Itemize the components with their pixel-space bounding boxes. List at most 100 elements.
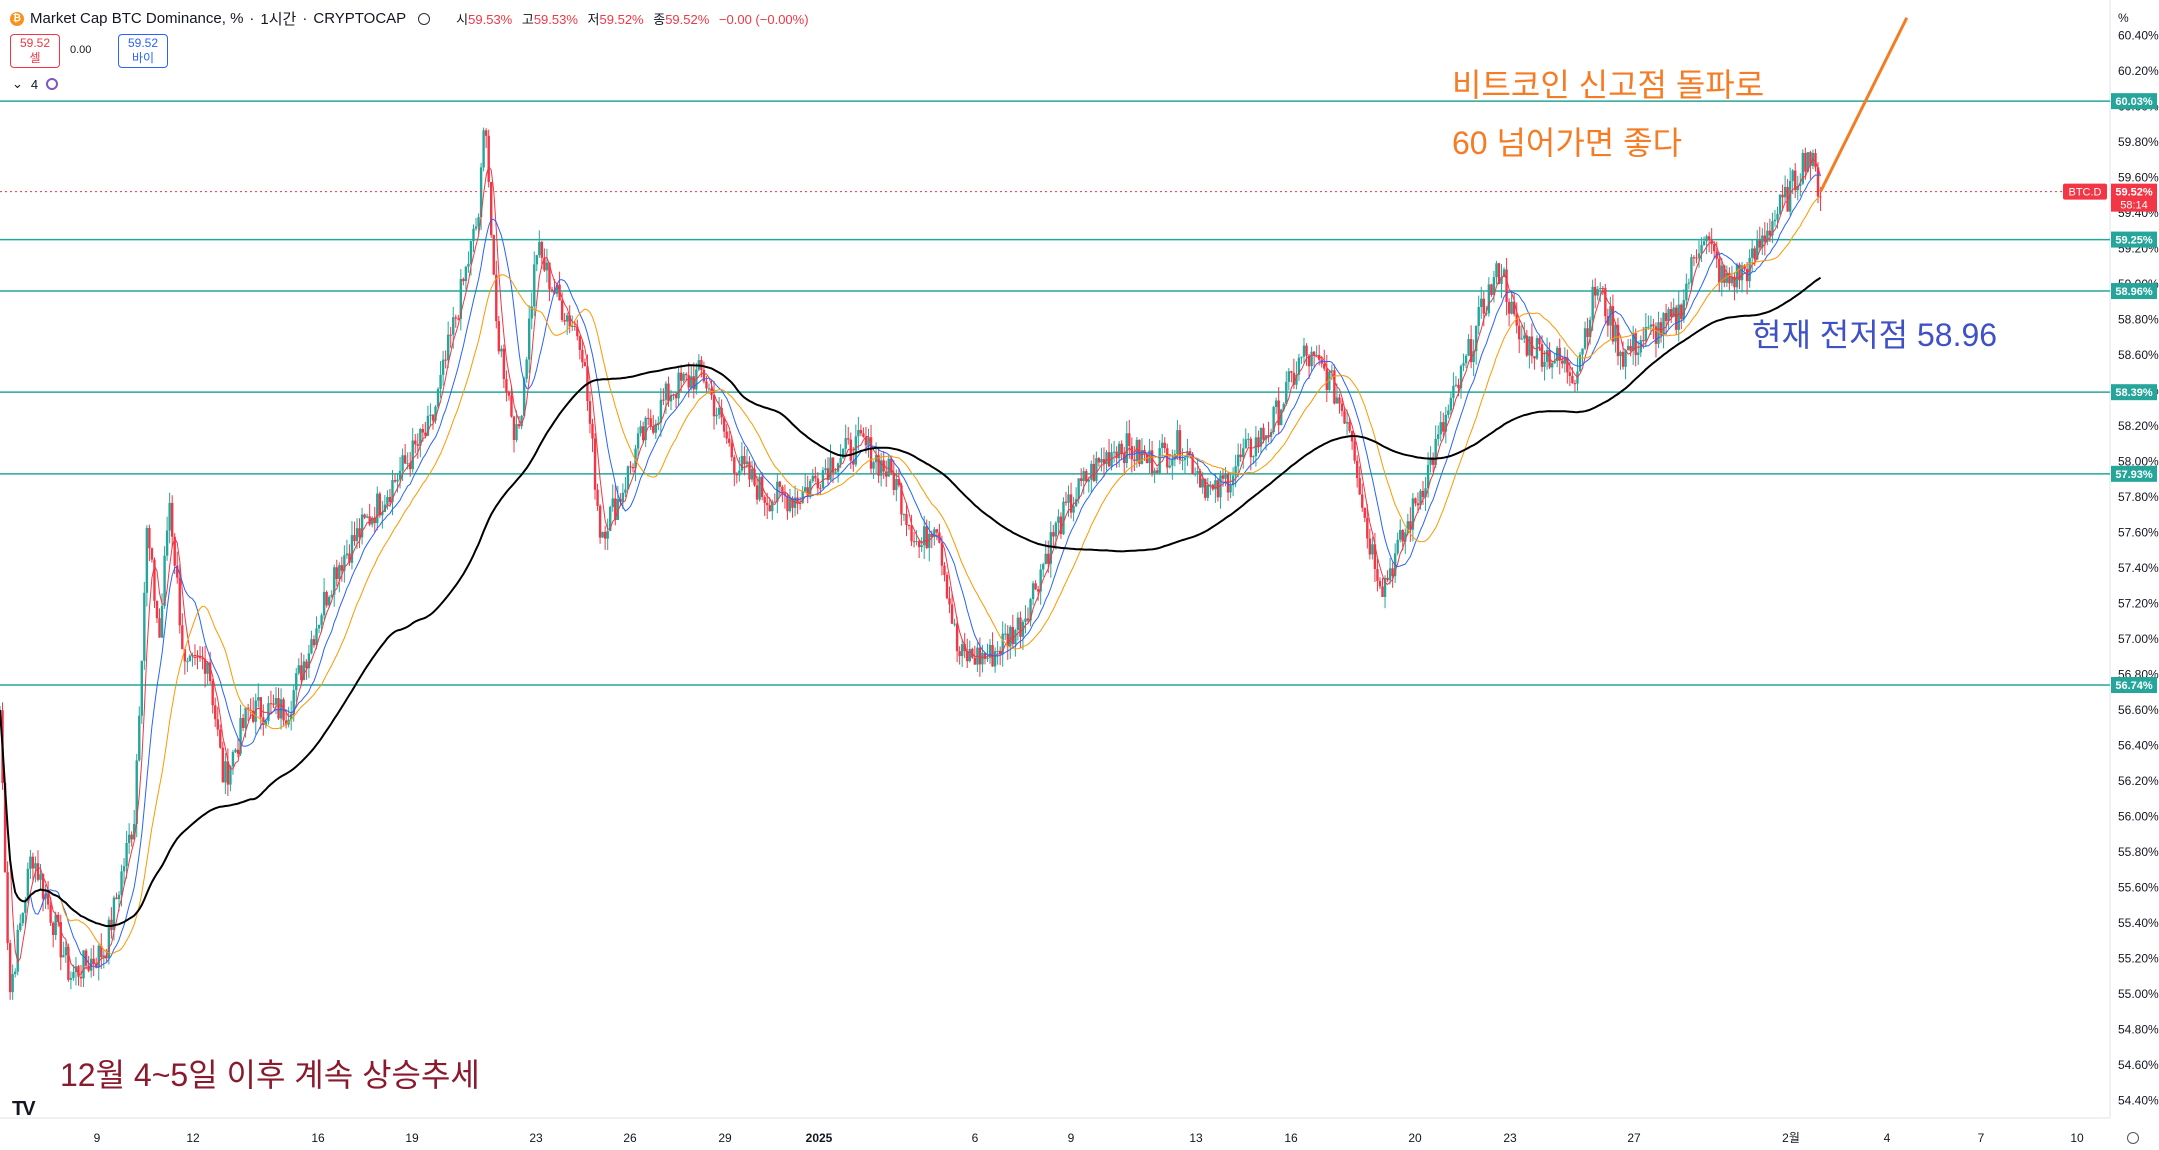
- candle-body: [1287, 371, 1291, 382]
- candle-body: [1419, 490, 1422, 506]
- candle-body: [1371, 544, 1374, 555]
- candle-body: [634, 448, 637, 469]
- candle-body: [540, 241, 544, 258]
- candle-body: [953, 623, 956, 625]
- y-tick-label: 58.80%: [2118, 312, 2159, 326]
- symbol-title[interactable]: Market Cap BTC Dominance, %: [30, 10, 244, 27]
- candle-body: [1366, 517, 1369, 539]
- exchange-label: CRYPTOCAP: [313, 10, 407, 27]
- candle-body: [1216, 480, 1220, 498]
- sell-button[interactable]: 59.52 셀: [10, 34, 60, 68]
- candle-body: [1011, 626, 1015, 645]
- candle-body: [1482, 298, 1485, 314]
- candle-body: [97, 945, 100, 968]
- candle-body: [29, 856, 32, 869]
- interval-label[interactable]: 1시간: [260, 11, 297, 28]
- candle-body: [922, 526, 926, 546]
- candle-body: [1019, 617, 1022, 637]
- x-tick-label: 6: [972, 1131, 979, 1145]
- candle-body: [859, 430, 863, 434]
- candle-body: [300, 665, 303, 681]
- candle-body: [444, 359, 447, 361]
- candle-body: [155, 600, 159, 619]
- candle-body: [1072, 506, 1075, 513]
- candle-body: [1193, 473, 1197, 475]
- candle-body: [882, 460, 885, 472]
- candle-body: [327, 596, 331, 606]
- unit-label: %: [2118, 11, 2129, 25]
- y-tick-label: 56.60%: [2118, 703, 2159, 717]
- indicators-toggle[interactable]: ⌄ 4: [12, 76, 59, 92]
- candle-body: [1624, 349, 1627, 367]
- candle-body: [910, 525, 913, 542]
- candle-body: [484, 130, 488, 136]
- candle-body: [472, 228, 475, 242]
- candle-body: [1606, 316, 1610, 326]
- eye-icon[interactable]: [418, 12, 431, 25]
- candle-body: [560, 300, 564, 320]
- candle-body: [725, 431, 728, 439]
- candle-body: [1163, 442, 1166, 449]
- candle-body: [1014, 630, 1017, 645]
- settings-icon[interactable]: [2127, 1132, 2139, 1144]
- candle-body: [1588, 319, 1592, 337]
- candle-body: [515, 424, 518, 440]
- candle-body: [1591, 286, 1594, 320]
- sync-icon[interactable]: [46, 78, 59, 90]
- candle-body: [163, 555, 166, 606]
- buy-button[interactable]: 59.52 바이: [118, 34, 168, 68]
- candle-body: [1158, 448, 1161, 473]
- candle-body: [636, 433, 640, 449]
- candle-body: [125, 842, 128, 867]
- candle-body: [345, 553, 349, 556]
- candle-body: [1437, 434, 1440, 439]
- candle-body: [986, 657, 989, 659]
- candle-body: [854, 436, 858, 465]
- x-tick-label: 4: [1884, 1131, 1891, 1145]
- candle-body: [1515, 314, 1518, 326]
- candle-body: [1442, 422, 1445, 432]
- candle-body: [1750, 248, 1754, 258]
- tradingview-logo[interactable]: TV: [12, 1098, 36, 1120]
- candle-body: [669, 394, 673, 402]
- candle-body: [674, 394, 678, 399]
- candle-body: [358, 528, 361, 538]
- candle-body: [431, 414, 435, 421]
- y-tick-label: 57.80%: [2118, 490, 2159, 504]
- candle-body: [26, 868, 30, 901]
- candle-body: [834, 471, 837, 473]
- candle-body: [1155, 470, 1159, 473]
- candle-body: [626, 466, 630, 490]
- candle-body: [148, 527, 151, 549]
- candle-body: [644, 417, 647, 441]
- level-price-tag: 60.03%: [2111, 93, 2157, 110]
- candle-body: [464, 266, 468, 282]
- candle-body: [1528, 336, 1531, 356]
- candle-body: [1029, 599, 1032, 621]
- candle-body: [153, 559, 156, 601]
- candle-body: [72, 972, 75, 979]
- candle-body: [446, 334, 450, 361]
- candle-body: [578, 336, 582, 350]
- svg-text:58.39%: 58.39%: [2115, 387, 2153, 399]
- candle-body: [1718, 258, 1721, 283]
- candle-body: [1016, 617, 1020, 631]
- candle-body: [64, 947, 68, 956]
- candle-body: [396, 479, 399, 482]
- candle-body: [836, 463, 840, 472]
- candle-body: [598, 505, 602, 538]
- candle-body: [722, 417, 726, 432]
- candle-body: [1707, 236, 1711, 241]
- candle-body: [1411, 498, 1415, 530]
- candle-body: [677, 372, 680, 399]
- candles: [0, 127, 1822, 1000]
- forecast-arrow-line[interactable]: [1819, 17, 1909, 193]
- candle-body: [530, 306, 533, 319]
- candle-body: [150, 548, 154, 560]
- svg-text:59.25%: 59.25%: [2115, 235, 2153, 247]
- candle-body: [1044, 553, 1047, 565]
- candle-body: [771, 501, 774, 512]
- candle-body: [872, 462, 875, 469]
- candle-body: [639, 426, 642, 434]
